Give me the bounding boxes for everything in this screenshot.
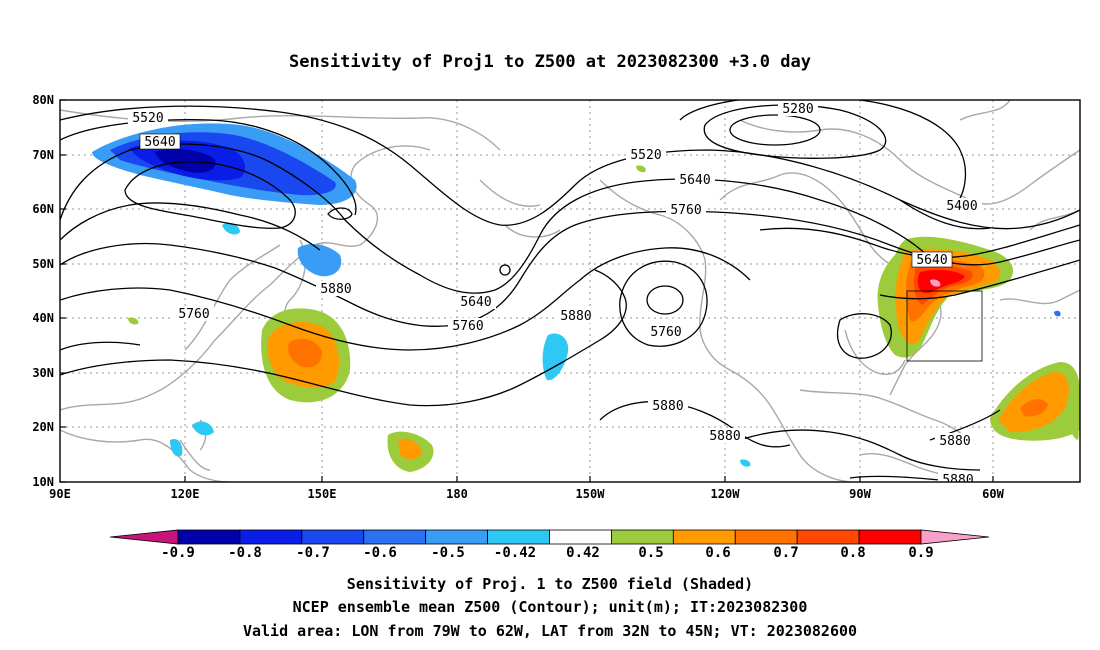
svg-text:5880: 5880 bbox=[560, 309, 591, 324]
colorbar-cell bbox=[549, 529, 612, 545]
map-area: 5520 5640 5280 5520 5640 5760 5400 5640 … bbox=[60, 100, 1080, 488]
caption-line-2: NCEP ensemble mean Z500 (Contour); unit(… bbox=[293, 598, 808, 616]
caption-line-1: Sensitivity of Proj. 1 to Z500 field (Sh… bbox=[347, 575, 753, 593]
captions: Sensitivity of Proj. 1 to Z500 field (Sh… bbox=[243, 575, 857, 640]
lat-label: 80N bbox=[32, 93, 54, 107]
contour-label: 5640 bbox=[911, 251, 953, 268]
svg-text:5640: 5640 bbox=[144, 135, 175, 150]
colorbar-cell bbox=[796, 529, 860, 545]
lon-label: 90E bbox=[49, 487, 71, 501]
lon-label: 150W bbox=[576, 487, 606, 501]
lat-label: 20N bbox=[32, 420, 54, 434]
svg-text:5880: 5880 bbox=[942, 473, 973, 488]
colorbar-label: -0.6 bbox=[363, 545, 397, 561]
lon-label: 120W bbox=[711, 487, 741, 501]
svg-text:5760: 5760 bbox=[650, 325, 681, 340]
svg-text:5640: 5640 bbox=[460, 295, 491, 310]
colorbar-labels: -0.9 -0.8 -0.7 -0.6 -0.5 -0.42 0.42 0.5 … bbox=[161, 545, 934, 561]
colorbar-cell bbox=[301, 529, 365, 545]
lat-label: 10N bbox=[32, 475, 54, 489]
colorbar-cell bbox=[611, 529, 674, 545]
colorbar-label: 0.7 bbox=[773, 545, 798, 561]
caption-line-3: Valid area: LON from 79W to 62W, LAT fro… bbox=[243, 622, 857, 640]
svg-text:5880: 5880 bbox=[652, 399, 683, 414]
svg-text:5760: 5760 bbox=[670, 203, 701, 218]
map-frame bbox=[59, 99, 1081, 483]
valid-area-box bbox=[906, 290, 983, 362]
svg-text:5520: 5520 bbox=[132, 111, 163, 126]
colorbar-cell bbox=[672, 529, 736, 545]
svg-text:5280: 5280 bbox=[782, 102, 813, 117]
contour-label: 5880 bbox=[316, 281, 356, 297]
longitude-axis: 90E 120E 150E 180 150W 120W 90W 60W bbox=[49, 476, 1005, 501]
lat-label: 60N bbox=[32, 202, 54, 216]
contour-label: 5880 bbox=[935, 433, 975, 449]
lon-label: 120E bbox=[171, 487, 200, 501]
lat-label: 40N bbox=[32, 311, 54, 325]
colorbar-cell bbox=[239, 529, 303, 545]
colorbar-cell bbox=[177, 529, 241, 545]
contour-label: 5880 bbox=[705, 428, 745, 444]
colorbar-cell bbox=[487, 529, 550, 545]
sensitivity-shading bbox=[92, 123, 1080, 472]
contour-label: 5280 bbox=[778, 101, 818, 117]
latitude-axis: 80N 70N 60N 50N 40N 30N 20N 10N bbox=[32, 93, 66, 489]
contour-label: 5760 bbox=[666, 202, 706, 218]
svg-text:5880: 5880 bbox=[320, 282, 351, 297]
colorbar: -0.9 -0.8 -0.7 -0.6 -0.5 -0.42 0.42 0.5 … bbox=[109, 529, 990, 561]
svg-text:5880: 5880 bbox=[709, 429, 740, 444]
colorbar-label: -0.42 bbox=[494, 545, 536, 561]
colorbar-label: 0.42 bbox=[566, 545, 600, 561]
max-sensitivity-core bbox=[917, 269, 965, 294]
colorbar-cell bbox=[858, 529, 922, 545]
colorbar-label: -0.8 bbox=[228, 545, 262, 561]
lon-label: 180 bbox=[446, 487, 468, 501]
colorbar-label: -0.7 bbox=[296, 545, 330, 561]
lon-label: 60W bbox=[982, 487, 1004, 501]
map-title: Sensitivity of Proj1 to Z500 at 20230823… bbox=[289, 52, 811, 72]
colorbar-cell bbox=[734, 529, 798, 545]
colorbar-label: -0.9 bbox=[161, 545, 195, 561]
colorbar-min-triangle bbox=[109, 529, 179, 545]
svg-text:5400: 5400 bbox=[946, 199, 977, 214]
contour-label: 5640 bbox=[456, 294, 496, 310]
colorbar-label: 0.8 bbox=[840, 545, 865, 561]
contour-label: 5880 bbox=[648, 398, 688, 414]
contour-label: 5640 bbox=[139, 133, 181, 150]
contour-label: 5760 bbox=[448, 318, 488, 334]
contour-label: 5520 bbox=[128, 110, 168, 126]
svg-text:5760: 5760 bbox=[178, 307, 209, 322]
colorbar-label: 0.9 bbox=[908, 545, 933, 561]
colorbar-label: 0.6 bbox=[705, 545, 730, 561]
contour-labels: 5520 5640 5280 5520 5640 5760 5400 5640 … bbox=[128, 101, 982, 488]
contour-label: 5760 bbox=[174, 306, 214, 322]
contour-label: 5640 bbox=[675, 172, 715, 188]
contour-label: 5880 bbox=[556, 308, 596, 324]
lon-label: 90W bbox=[849, 487, 871, 501]
svg-text:5880: 5880 bbox=[939, 434, 970, 449]
svg-text:5640: 5640 bbox=[679, 173, 710, 188]
colorbar-cells bbox=[109, 529, 990, 545]
svg-text:5520: 5520 bbox=[630, 148, 661, 163]
colorbar-label: 0.5 bbox=[638, 545, 663, 561]
lat-label: 50N bbox=[32, 257, 54, 271]
contour-label: 5880 bbox=[938, 472, 978, 488]
svg-text:5760: 5760 bbox=[452, 319, 483, 334]
lat-label: 70N bbox=[32, 148, 54, 162]
colorbar-label: -0.5 bbox=[431, 545, 465, 561]
colorbar-max-triangle bbox=[920, 529, 990, 545]
contour-label: 5400 bbox=[942, 198, 982, 214]
svg-text:5640: 5640 bbox=[916, 253, 947, 268]
contour-label: 5760 bbox=[646, 324, 686, 340]
lon-label: 150E bbox=[308, 487, 337, 501]
contour-label: 5520 bbox=[626, 147, 666, 163]
colorbar-cell bbox=[363, 529, 427, 545]
lat-label: 30N bbox=[32, 366, 54, 380]
colorbar-cell bbox=[425, 529, 488, 545]
